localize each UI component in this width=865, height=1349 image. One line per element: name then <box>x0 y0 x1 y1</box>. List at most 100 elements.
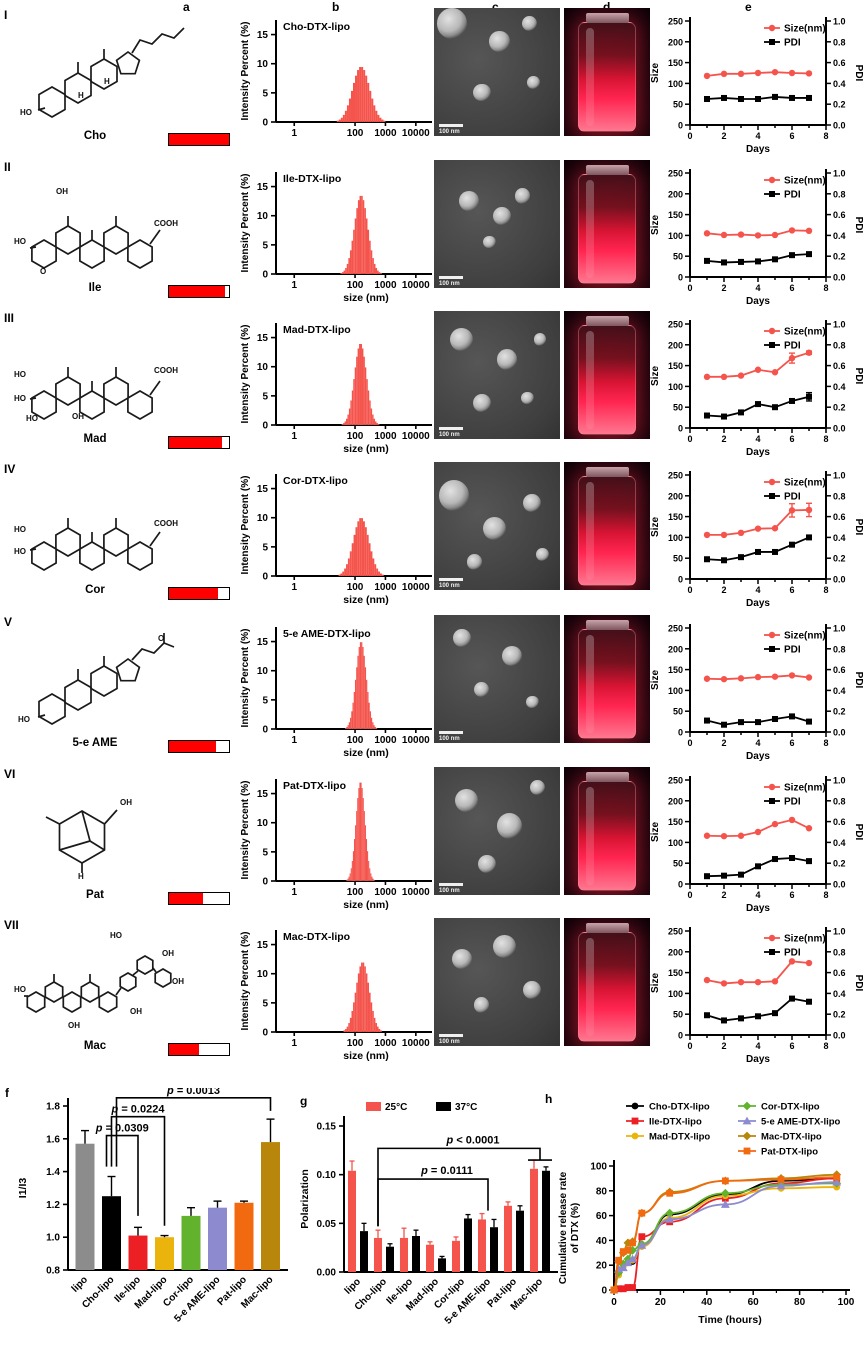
svg-text:10: 10 <box>257 818 269 829</box>
vial-liquid <box>577 174 637 285</box>
svg-text:50: 50 <box>673 1010 683 1020</box>
tem-image-II: 100 nm <box>434 160 560 288</box>
svg-text:Size: Size <box>650 63 661 83</box>
vial-highlight <box>586 28 595 126</box>
svg-text:Intensity Percent (%): Intensity Percent (%) <box>240 22 251 121</box>
svg-text:COOH: COOH <box>154 519 178 528</box>
tem-scale-bar <box>439 124 463 127</box>
svg-text:0: 0 <box>687 434 692 444</box>
compound-name: Cor <box>85 584 105 596</box>
svg-text:0.6: 0.6 <box>833 665 846 675</box>
svg-text:H: H <box>104 77 110 86</box>
svg-text:5: 5 <box>262 240 268 251</box>
svg-text:250: 250 <box>668 17 683 27</box>
vial-highlight <box>586 482 595 580</box>
svg-text:0.6: 0.6 <box>833 210 846 220</box>
vial-highlight <box>586 180 595 278</box>
compound-name: Pat <box>86 889 104 901</box>
svg-text:0.8: 0.8 <box>833 644 846 654</box>
svg-text:10000: 10000 <box>402 582 430 593</box>
svg-text:0.4: 0.4 <box>833 382 846 392</box>
tem-scale-label: 100 nm <box>439 281 460 287</box>
svg-text:0: 0 <box>687 131 692 141</box>
nanoparticle <box>436 8 467 39</box>
svg-text:8: 8 <box>823 738 828 748</box>
svg-text:0.05: 0.05 <box>317 1219 337 1230</box>
svg-text:5-e AME-DTX-lipo: 5-e AME-DTX-lipo <box>761 1117 841 1128</box>
svg-text:200: 200 <box>668 37 683 47</box>
svg-text:PDI: PDI <box>784 38 801 49</box>
encapsulation-bar-fill <box>169 588 219 599</box>
svg-text:Mac-DTX-lipo: Mac-DTX-lipo <box>761 1132 822 1143</box>
svg-text:1.4: 1.4 <box>46 1167 60 1178</box>
svg-text:4: 4 <box>755 131 760 141</box>
svg-text:I1/I3: I1/I3 <box>17 1178 29 1199</box>
svg-text:1000: 1000 <box>374 280 397 291</box>
row-numeral-IV: IV <box>4 462 16 476</box>
svg-text:0.2: 0.2 <box>833 1010 846 1020</box>
svg-text:6: 6 <box>789 890 794 900</box>
svg-text:4: 4 <box>755 283 760 293</box>
vial-cap <box>585 165 629 176</box>
svg-text:4: 4 <box>755 1041 760 1051</box>
svg-text:15: 15 <box>257 637 269 648</box>
svg-text:PDI: PDI <box>853 217 864 234</box>
svg-text:HO: HO <box>20 108 32 117</box>
svg-text:PDI: PDI <box>784 190 801 201</box>
svg-text:OH: OH <box>162 949 174 958</box>
svg-text:0: 0 <box>687 283 692 293</box>
nanoparticle <box>525 695 539 709</box>
svg-text:Mac-DTX-lipo: Mac-DTX-lipo <box>283 931 350 943</box>
svg-text:8: 8 <box>823 890 828 900</box>
svg-text:0.4: 0.4 <box>833 838 846 848</box>
svg-text:200: 200 <box>668 491 683 501</box>
svg-text:Mad-DTX-lipo: Mad-DTX-lipo <box>649 1132 710 1143</box>
svg-text:HO: HO <box>14 237 26 246</box>
svg-text:100: 100 <box>347 735 364 746</box>
svg-text:Size(nm): Size(nm) <box>784 783 826 794</box>
nanoparticle <box>439 479 470 511</box>
svg-text:HO: HO <box>18 715 30 724</box>
svg-text:4: 4 <box>755 738 760 748</box>
encapsulation-bar-fill <box>169 286 225 297</box>
row-numeral-II: II <box>4 160 11 174</box>
svg-text:Size(nm): Size(nm) <box>784 478 826 489</box>
svg-text:Intensity Percent (%): Intensity Percent (%) <box>240 174 251 273</box>
svg-text:1000: 1000 <box>374 887 397 898</box>
tem-scale-label: 100 nm <box>439 583 460 589</box>
vial-liquid <box>577 932 637 1043</box>
svg-text:Days: Days <box>746 751 770 762</box>
svg-text:5: 5 <box>262 847 268 858</box>
svg-text:0: 0 <box>262 1028 268 1039</box>
svg-text:10000: 10000 <box>402 887 430 898</box>
dls-histogram-VII: 0 5 10 15 1 100 1000 10000 Mac-DTX-lipo Intensity… <box>240 930 432 1062</box>
svg-text:250: 250 <box>668 320 683 330</box>
svg-text:0.2: 0.2 <box>833 554 846 564</box>
svg-text:10000: 10000 <box>402 1038 430 1049</box>
structure-Ile: HO OH COOH O <box>14 187 178 276</box>
svg-text:20: 20 <box>655 1297 667 1308</box>
nanoparticle <box>502 645 523 667</box>
tem-image-V: 100 nm <box>434 615 560 743</box>
tem-image-VI: 100 nm <box>434 767 560 895</box>
svg-text:0: 0 <box>678 121 683 131</box>
row-numeral-I: I <box>4 8 8 22</box>
svg-text:10: 10 <box>257 362 269 373</box>
svg-text:HO: HO <box>26 414 38 423</box>
svg-text:0.8: 0.8 <box>833 37 846 47</box>
svg-text:PDI: PDI <box>784 492 801 503</box>
nanoparticle <box>478 855 496 874</box>
svg-text:PDI: PDI <box>853 672 864 689</box>
svg-text:1.0: 1.0 <box>833 624 846 634</box>
svg-text:HO: HO <box>14 370 26 379</box>
encapsulation-bar-fill <box>169 741 216 752</box>
svg-text:Intensity Percent (%): Intensity Percent (%) <box>240 476 251 575</box>
svg-text:10: 10 <box>257 211 269 222</box>
svg-text:Size(nm): Size(nm) <box>784 24 826 35</box>
encapsulation-bar-fill <box>169 1044 199 1055</box>
svg-text:Days: Days <box>746 1054 770 1065</box>
svg-text:4: 4 <box>755 585 760 595</box>
svg-text:1.0: 1.0 <box>833 471 846 481</box>
svg-text:Days: Days <box>746 144 770 155</box>
svg-text:0: 0 <box>678 1031 683 1041</box>
